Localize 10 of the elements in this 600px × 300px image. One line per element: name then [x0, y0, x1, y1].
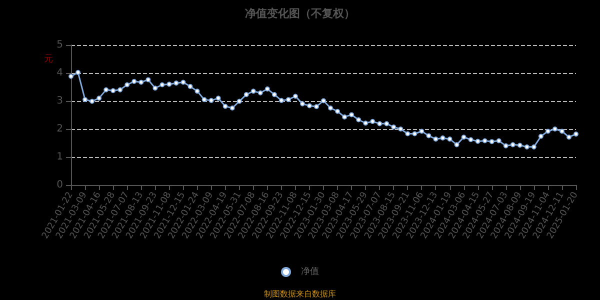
text: 制图数据来自数据库	[264, 290, 336, 298]
y-tick-label: 3	[56, 96, 63, 106]
y-tick-label: 1	[56, 152, 63, 162]
y-tick-label: 0	[56, 180, 63, 190]
chart-title: 净值变化图（不复权）	[245, 7, 355, 20]
y-tick-label: 4	[56, 68, 63, 78]
y-axis-title: 元	[44, 54, 53, 64]
y-tick-label: 2	[56, 124, 63, 134]
y-tick-label: 5	[56, 40, 63, 50]
legend-label: 净值	[301, 266, 319, 277]
